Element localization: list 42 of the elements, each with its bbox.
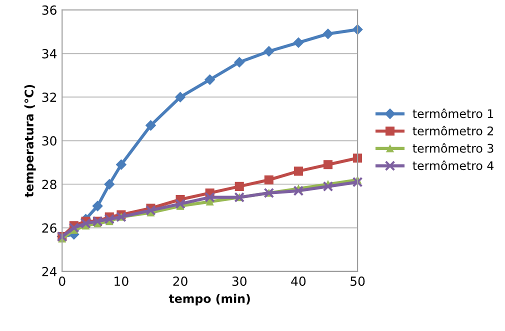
x-axis-title: tempo (min) — [168, 294, 250, 306]
y-tick-label: 26 — [42, 223, 56, 233]
point — [322, 28, 334, 40]
point — [145, 120, 156, 131]
point — [234, 56, 245, 68]
point — [352, 176, 363, 188]
point — [293, 37, 304, 48]
point — [234, 182, 244, 191]
legend-label: termômetro 1 — [412, 108, 494, 118]
point — [104, 178, 115, 190]
point — [323, 160, 333, 170]
y-axis-title: temperatura (°C) — [24, 84, 36, 198]
point — [116, 159, 126, 170]
point — [264, 46, 274, 57]
x-tick-label: 0 — [58, 276, 66, 286]
x-tick-label: 20 — [173, 276, 188, 286]
y-tick-label: 34 — [42, 48, 57, 58]
y-tick-label: 30 — [42, 136, 56, 146]
legend-label: termômetro 4 — [412, 160, 494, 170]
point — [175, 92, 186, 102]
y-tick-label: 24 — [42, 266, 57, 276]
point — [146, 205, 156, 216]
point — [293, 186, 304, 196]
y-tick-label: 28 — [42, 180, 56, 190]
point — [92, 200, 103, 212]
x-tick-label: 10 — [114, 276, 128, 286]
x-tick-label: 40 — [291, 276, 306, 286]
legend-label: termômetro 3 — [412, 143, 494, 153]
point — [204, 74, 216, 85]
point — [104, 214, 115, 224]
point — [68, 222, 80, 234]
y-tick-label: 32 — [42, 92, 56, 102]
y-tick-label: 36 — [42, 5, 56, 15]
point — [322, 181, 334, 192]
point — [264, 175, 274, 184]
point — [175, 198, 186, 210]
point — [204, 192, 216, 203]
x-tick-label: 30 — [232, 276, 246, 286]
legend-label: termômetro 2 — [412, 126, 493, 136]
x-tick-label: 50 — [350, 276, 365, 286]
point — [294, 166, 303, 176]
point — [80, 218, 91, 229]
